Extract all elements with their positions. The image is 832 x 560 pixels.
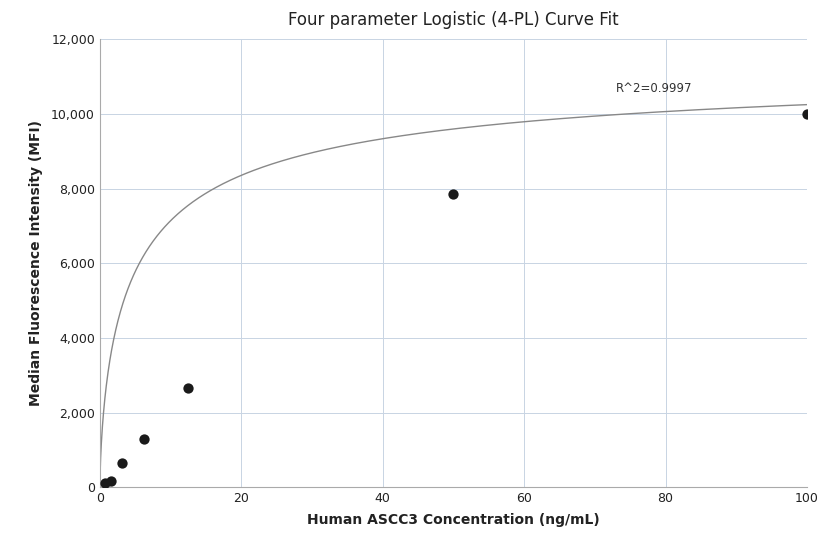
Point [181, 384, 195, 393]
Point [800, 109, 814, 118]
Text: R^2=0.9997: R^2=0.9997 [616, 82, 692, 95]
Point [104, 477, 117, 486]
Point [447, 190, 460, 199]
Point [99, 479, 112, 488]
Title: Four parameter Logistic (4-PL) Curve Fit: Four parameter Logistic (4-PL) Curve Fit [288, 11, 619, 29]
Point [116, 459, 129, 468]
Y-axis label: Median Fluorescence Intensity (MFI): Median Fluorescence Intensity (MFI) [29, 120, 42, 406]
Point [137, 435, 151, 444]
X-axis label: Human ASCC3 Concentration (ng/mL): Human ASCC3 Concentration (ng/mL) [307, 514, 600, 528]
